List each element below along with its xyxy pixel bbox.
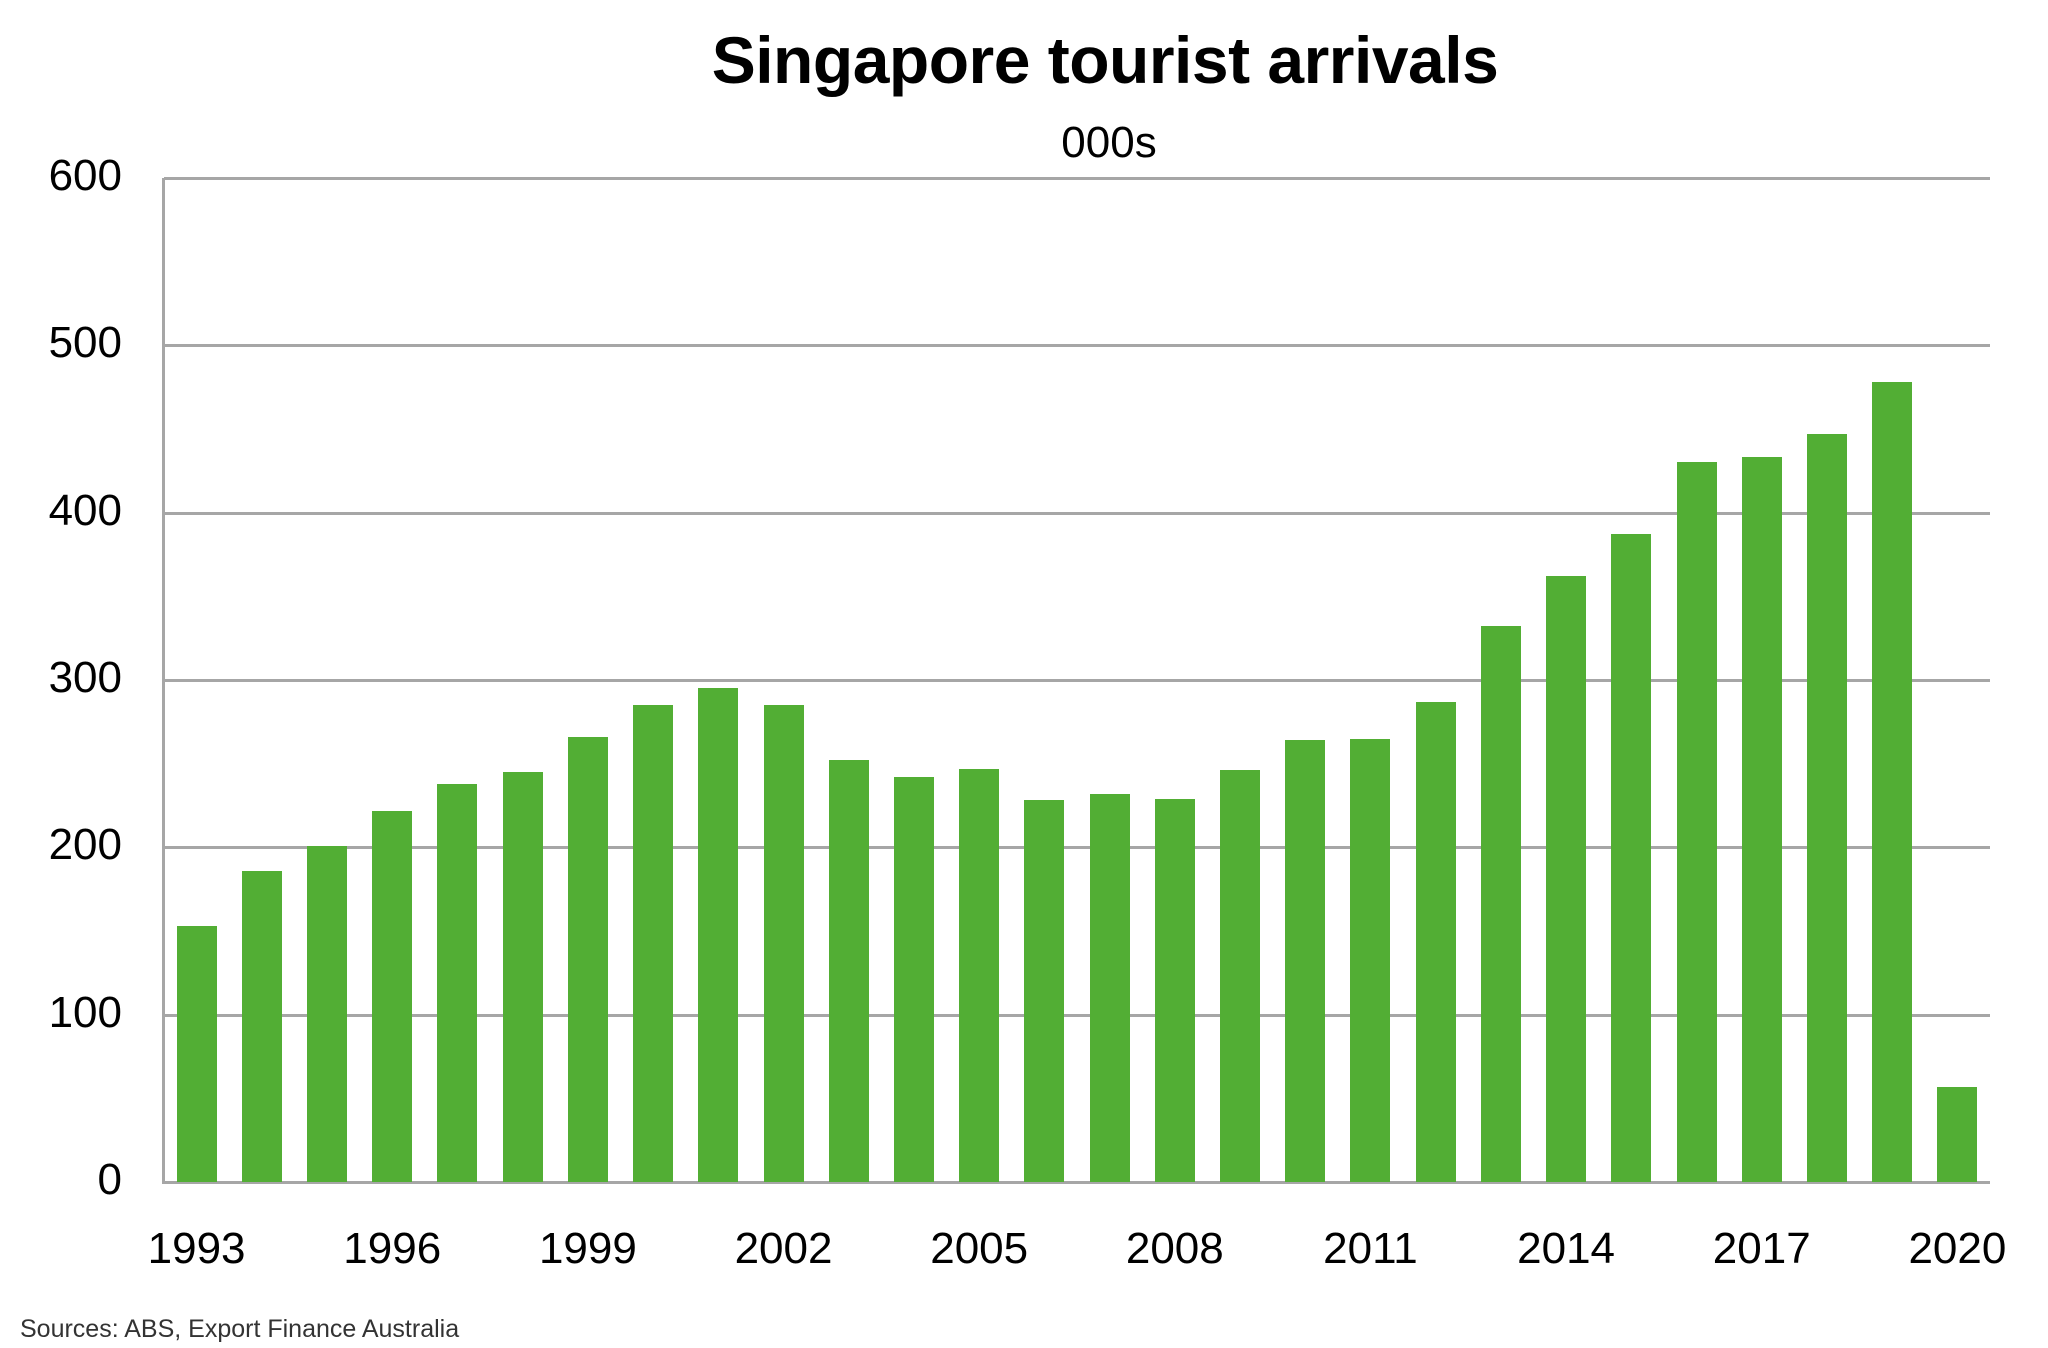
y-tick-label: 300 — [48, 653, 122, 702]
bar-2012 — [1415, 701, 1456, 1182]
x-tick-label: 2008 — [1125, 1224, 1224, 1273]
bar-2003 — [828, 760, 869, 1182]
bar-2018 — [1806, 434, 1847, 1182]
bar-2011 — [1350, 738, 1391, 1182]
bar-2019 — [1872, 382, 1913, 1182]
bar-1995 — [307, 845, 348, 1182]
x-tick-label: 1999 — [538, 1224, 637, 1273]
chart-title: Singapore tourist arrivals — [711, 23, 1499, 97]
x-tick-label: 2014 — [1517, 1224, 1616, 1273]
bar-2015 — [1611, 534, 1652, 1182]
bar-1996 — [372, 810, 413, 1182]
bar-2008 — [1154, 798, 1195, 1182]
gridline — [164, 344, 1990, 348]
bar-2001 — [698, 688, 739, 1182]
y-tick-label: 500 — [48, 318, 122, 368]
gridline — [164, 511, 1990, 515]
bar-2013 — [1480, 626, 1521, 1182]
x-tick-label: 1996 — [343, 1224, 442, 1273]
gridline — [164, 1013, 1990, 1017]
bar-1994 — [241, 870, 282, 1182]
gridline — [164, 846, 1990, 850]
bar-1999 — [567, 736, 608, 1182]
y-tick-label: 200 — [48, 820, 122, 870]
x-tick-label: 2017 — [1712, 1224, 1811, 1273]
gridline — [164, 177, 1990, 180]
chart-subtitle: 000s — [1061, 118, 1157, 167]
bar-2017 — [1741, 457, 1782, 1182]
bar-2014 — [1546, 576, 1587, 1182]
source-note: Sources: ABS, Export Finance Australia — [20, 1315, 460, 1343]
y-axis-line — [162, 178, 165, 1184]
x-tick-label: 2020 — [1908, 1224, 2007, 1273]
bar-2016 — [1676, 462, 1717, 1182]
y-tick-label: 0 — [97, 1155, 122, 1204]
x-tick-label: 2005 — [930, 1224, 1029, 1273]
plot-area — [162, 177, 1990, 1184]
bar-1998 — [502, 772, 543, 1182]
bar-2005 — [959, 768, 1000, 1182]
bar-1993 — [176, 925, 217, 1182]
y-tick-label: 600 — [48, 151, 122, 200]
bar-2006 — [1024, 800, 1065, 1182]
bar-2004 — [893, 777, 934, 1182]
bar-2010 — [1285, 740, 1326, 1182]
bar-2002 — [763, 705, 804, 1182]
x-axis-line — [164, 1181, 1990, 1184]
bar-2020 — [1937, 1086, 1978, 1182]
bar-2000 — [633, 705, 674, 1182]
x-tick-label: 2011 — [1323, 1224, 1418, 1273]
bar-2007 — [1089, 793, 1130, 1182]
x-tick-label: 1993 — [147, 1224, 246, 1273]
y-tick-label: 100 — [48, 987, 122, 1037]
bar-2009 — [1220, 770, 1261, 1182]
gridline — [164, 679, 1990, 682]
bar-1997 — [437, 783, 478, 1182]
y-tick-label: 400 — [48, 485, 122, 535]
x-tick-label: 2002 — [734, 1224, 833, 1273]
